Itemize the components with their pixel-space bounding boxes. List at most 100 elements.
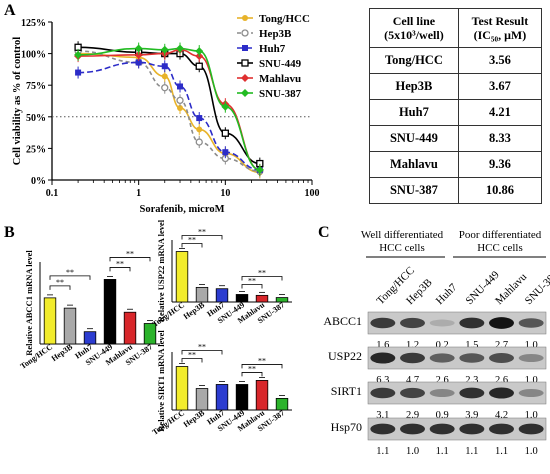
- x-tick-label: 100: [305, 188, 320, 199]
- blot-band: [370, 423, 396, 435]
- bar: [63, 307, 77, 345]
- bar: [195, 388, 209, 411]
- blot-band: [370, 352, 396, 364]
- table-header-cell-line: Cell line (5x10³/well): [369, 8, 459, 48]
- data-point: [161, 63, 168, 70]
- ic50-value: 10.86: [457, 177, 543, 204]
- blot-quant-value: 1.2: [406, 340, 419, 351]
- significance-label: **: [56, 278, 64, 287]
- data-point: [221, 129, 229, 137]
- blot-band: [489, 423, 514, 435]
- blot-band: [518, 388, 544, 398]
- blot-quant-value: 2.3: [465, 375, 478, 386]
- blot-band: [518, 423, 544, 435]
- cell-line-name: SNU-449: [369, 125, 459, 152]
- blot-strip: [367, 346, 547, 370]
- data-point: [135, 59, 142, 66]
- cell-line-name: SNU-387: [369, 177, 459, 204]
- legend-marker: [242, 15, 248, 21]
- blot-band: [400, 317, 425, 329]
- data-point: [161, 73, 168, 80]
- group-label-poor-2: HCC cells: [477, 242, 523, 254]
- y-tick-label: 25%: [26, 144, 46, 155]
- blot-band: [518, 353, 544, 363]
- y-axis-label: Relative SIRT1 mRNA level: [156, 330, 166, 432]
- significance-bracket: [181, 243, 203, 248]
- significance-label: **: [258, 268, 266, 277]
- y-tick-label: 100%: [21, 50, 46, 61]
- panel-label-c: C: [318, 224, 330, 241]
- legend-label: Mahlavu: [259, 73, 301, 85]
- y-tick-label: 125%: [21, 18, 46, 29]
- legend-label: Huh7: [259, 43, 286, 55]
- x-tick-label: 10: [220, 188, 230, 199]
- blot-band: [489, 317, 514, 329]
- ic50-value: 4.21: [457, 99, 543, 126]
- blot-quant-value: 2.6: [436, 375, 449, 386]
- data-point: [75, 69, 82, 76]
- bar: [255, 380, 269, 411]
- bar: [195, 286, 209, 303]
- panel-label-a: A: [4, 2, 16, 19]
- data-point: [195, 62, 203, 70]
- y-axis-label: Relative USP22 mRNA level: [156, 219, 166, 322]
- x-tick-label: 1: [136, 188, 141, 199]
- blot-band: [489, 353, 514, 363]
- significance-bracket: [109, 257, 151, 262]
- table-row: Mahlavu 9.36: [369, 151, 543, 178]
- blot-strip: [367, 417, 547, 441]
- significance-label: **: [258, 356, 266, 365]
- legend-label: Hep3B: [259, 28, 292, 40]
- blot-quant-value: 1.0: [525, 410, 538, 421]
- bar: [235, 294, 249, 303]
- ic50-value: 3.67: [457, 73, 543, 100]
- group-label-well-2: HCC cells: [379, 242, 425, 254]
- table-header-result: Test Result (IC₅₀, μM): [457, 8, 543, 48]
- significance-bracket: [241, 372, 263, 377]
- group-label-well: Well differentiated: [361, 229, 444, 241]
- blot-quant-value: 1.1: [465, 446, 478, 457]
- significance-label: **: [126, 249, 134, 258]
- bar: [215, 384, 229, 411]
- significance-bracket: [49, 275, 91, 280]
- blot-band: [370, 317, 396, 329]
- blot-band: [459, 423, 485, 435]
- significance-bracket: [181, 350, 223, 355]
- legend-marker: [241, 74, 249, 82]
- legend-label: Tong/HCC: [259, 13, 310, 25]
- significance-label: **: [188, 236, 196, 245]
- significance-label: **: [188, 351, 196, 360]
- blot-band: [400, 387, 425, 399]
- blot-quant-value: 0.9: [436, 410, 449, 421]
- data-point: [196, 115, 203, 122]
- ic50-value: 8.33: [457, 125, 543, 152]
- legend-marker: [241, 59, 249, 67]
- blot-band: [429, 388, 455, 398]
- bar: [235, 384, 249, 411]
- data-point: [134, 44, 143, 53]
- data-point: [221, 102, 230, 111]
- blot-quant-value: 1.5: [465, 340, 478, 351]
- significance-bracket: [241, 364, 283, 369]
- significance-label: **: [248, 364, 256, 373]
- blot-quant-value: 2.9: [406, 410, 419, 421]
- blot-band: [400, 352, 425, 364]
- bar: [123, 311, 137, 345]
- blot-quant-value: 1.1: [436, 446, 449, 457]
- blot-quant-value: 4.2: [495, 410, 508, 421]
- legend-label: SNU-449: [259, 58, 302, 70]
- data-point: [161, 84, 169, 92]
- legend-marker: [242, 45, 248, 51]
- y-tick-label: 50%: [26, 113, 46, 124]
- table-row: Hep3B 3.67: [369, 73, 543, 100]
- blot-quant-value: 0.2: [436, 340, 449, 351]
- blot-band: [489, 387, 514, 399]
- blot-quant-value: 3.9: [465, 410, 478, 421]
- blot-quant-value: 1.1: [495, 446, 508, 457]
- blot-quant-value: 1.6: [376, 340, 389, 351]
- significance-label: **: [198, 228, 206, 237]
- data-point: [177, 83, 184, 90]
- significance-bracket: [109, 267, 131, 272]
- table-row: SNU-387 10.86: [369, 177, 543, 204]
